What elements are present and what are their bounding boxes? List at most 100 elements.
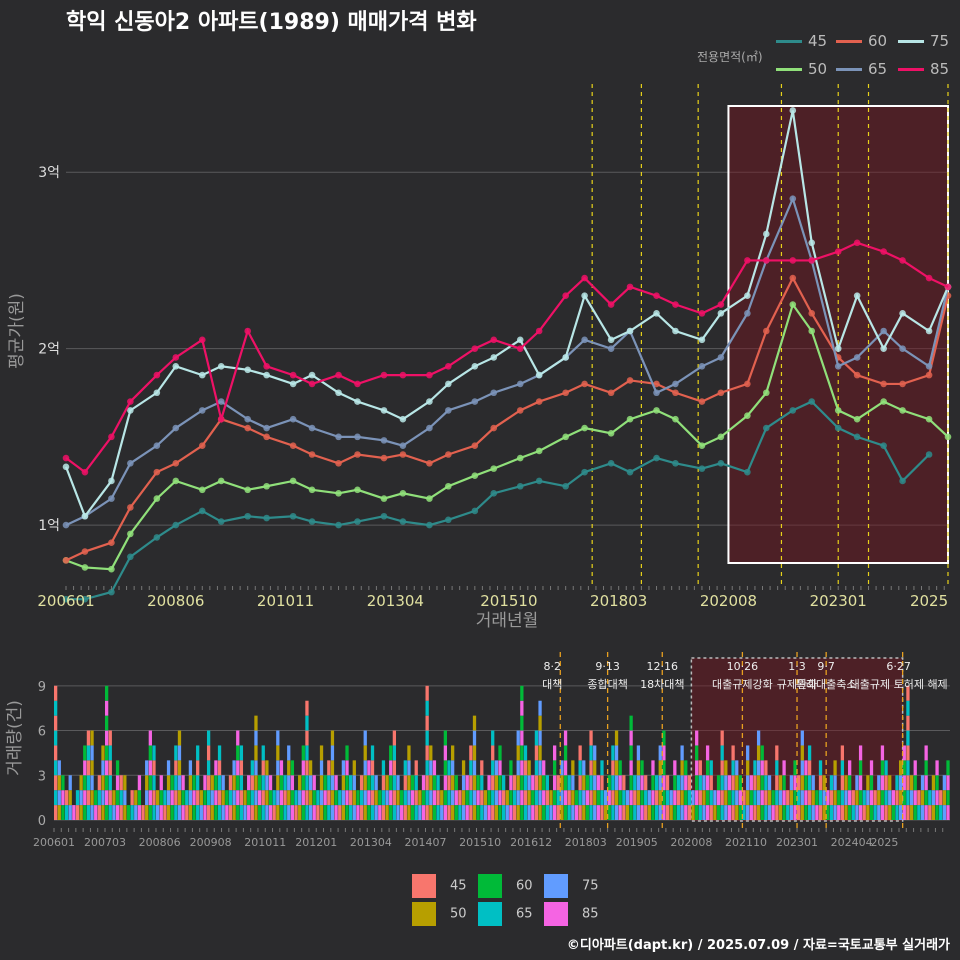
volume-bar-segment xyxy=(844,775,848,791)
volume-bar-segment xyxy=(400,790,404,806)
volume-bar-segment xyxy=(491,805,495,820)
volume-bar-segment xyxy=(152,805,156,820)
volume-bar-segment xyxy=(563,790,568,806)
volume-bar-segment xyxy=(454,805,458,820)
series-point-50 xyxy=(562,433,569,441)
series-point-60 xyxy=(626,377,634,384)
volume-bar-segment xyxy=(104,760,109,776)
series-point-50 xyxy=(127,530,134,538)
volume-bar-segment xyxy=(349,790,353,806)
volume-bar-segment xyxy=(582,775,586,791)
volume-bar-segment xyxy=(305,700,309,716)
volume-bar-segment xyxy=(869,760,874,776)
volume-bar-segment xyxy=(520,775,524,791)
volume-bar-segment xyxy=(170,805,174,820)
volume-bar-segment xyxy=(94,790,98,806)
volume-bar-segment xyxy=(647,790,651,806)
series-point-85 xyxy=(172,354,180,361)
volume-bar-segment xyxy=(542,790,546,806)
volume-bar-segment xyxy=(829,805,834,820)
volume-bar-segment xyxy=(851,790,855,806)
volume-bar-segment xyxy=(651,805,655,820)
volume-bar-segment xyxy=(407,745,411,761)
volume-bar-segment xyxy=(345,775,349,791)
volume-bar-segment xyxy=(312,790,316,806)
series-point-45 xyxy=(289,512,297,520)
volume-bar-segment xyxy=(523,745,528,761)
volume-bar-segment xyxy=(596,775,600,791)
volume-bar-segment xyxy=(909,790,914,806)
volume-bar-segment xyxy=(866,790,870,806)
volume-bar-segment xyxy=(454,790,458,806)
volume-bar-segment xyxy=(338,790,342,806)
volume-bar-segment xyxy=(775,760,779,776)
volume-bar-segment xyxy=(600,805,604,820)
volume-bar-segment xyxy=(563,730,568,746)
legend-item-75: 75 xyxy=(898,32,949,50)
volume-bar-segment xyxy=(840,805,845,820)
volume-bar-segment xyxy=(589,790,593,806)
volume-bar-segment xyxy=(83,775,87,791)
volume-bar-segment xyxy=(370,790,375,806)
volume-bar-segment xyxy=(899,760,903,776)
volume-bar-segment xyxy=(217,805,222,820)
volume-bar-segment xyxy=(414,805,418,820)
volume-bar-segment xyxy=(254,805,258,820)
volume-bar-segment xyxy=(563,775,568,791)
volume-bar-segment xyxy=(793,775,797,791)
volume-bar-segment xyxy=(334,805,338,820)
series-point-45 xyxy=(108,588,115,596)
volume-bar-segment xyxy=(130,805,134,820)
series-point-85 xyxy=(490,336,498,344)
legend-square xyxy=(412,874,436,898)
volume-bar-segment xyxy=(837,790,841,806)
series-point-50 xyxy=(399,490,407,497)
volume-bar-segment xyxy=(574,790,579,806)
series-point-85 xyxy=(471,345,479,352)
volume-bar-segment xyxy=(469,745,473,761)
volume-bar-segment xyxy=(494,775,498,791)
volume-bar-segment xyxy=(906,700,910,716)
volume-bar-segment xyxy=(946,775,950,791)
volume-bar-segment xyxy=(301,745,305,761)
volume-bar-segment xyxy=(636,805,641,820)
volume-bar-segment xyxy=(356,805,360,820)
event-label: 12·16 xyxy=(647,660,679,673)
volume-bar-segment xyxy=(250,805,254,820)
volume-bar-segment xyxy=(858,760,863,776)
volume-bar-segment xyxy=(520,715,524,731)
volume-bar-segment xyxy=(104,730,109,746)
volume-y-axis-title: 거래량(건) xyxy=(5,700,25,776)
volume-bar-segment xyxy=(622,805,626,820)
series-point-60 xyxy=(153,468,161,476)
volume-bar-segment xyxy=(778,805,783,820)
volume-bar-segment xyxy=(600,775,604,791)
event-label: 대출규제 토허제 해제 xyxy=(850,677,948,691)
volume-bar-segment xyxy=(593,745,597,761)
series-point-75 xyxy=(744,292,751,300)
volume-bar-segment xyxy=(214,790,218,806)
series-point-60 xyxy=(899,380,906,388)
series-line-60 xyxy=(65,275,950,562)
volume-bar-segment xyxy=(90,760,94,776)
volume-bar-segment xyxy=(797,790,801,806)
volume-bar-segment xyxy=(345,790,349,806)
volume-bar-segment xyxy=(443,745,448,761)
volume-bar-segment xyxy=(425,730,429,746)
volume-bar-segment xyxy=(265,805,269,820)
series-point-45 xyxy=(380,512,388,520)
volume-bar-segment xyxy=(913,775,917,791)
legend-title: 전용면적(㎡) xyxy=(697,50,763,64)
volume-bar-segment xyxy=(134,790,138,806)
volume-bar-segment xyxy=(509,805,513,820)
volume-bar-segment xyxy=(556,790,560,806)
volume-bar-segment xyxy=(458,805,462,820)
series-point-50 xyxy=(789,301,797,308)
volume-x-tick-label: 200806 xyxy=(139,836,181,849)
series-point-65 xyxy=(399,442,407,449)
volume-bar-segment xyxy=(148,730,152,746)
series-point-50 xyxy=(834,407,842,414)
volume-bar-segment xyxy=(196,775,200,791)
volume-bar-segment xyxy=(760,745,764,761)
volume-bar-segment xyxy=(651,790,655,806)
